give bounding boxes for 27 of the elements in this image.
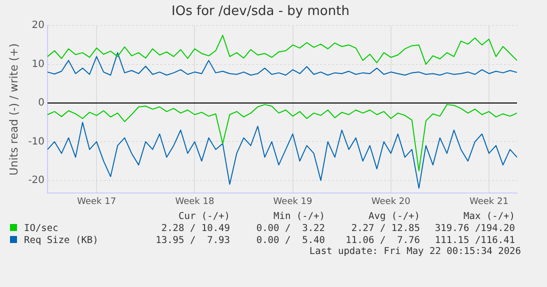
text: 13.95 / 7.93 [154, 234, 230, 246]
legend-label: IO/sec [23, 222, 60, 234]
text: Min (-/+) [272, 210, 325, 222]
text: 2.27 / 12.85 [350, 222, 420, 234]
x-tick-label: Week 19 [273, 196, 313, 207]
y-tick-label: -20 [28, 175, 45, 186]
text: Cur (-/+) [178, 210, 230, 222]
x-tick-label: Week 20 [371, 196, 411, 207]
y-tick-label: -10 [28, 136, 45, 148]
text: 0.00 / 5.40 [255, 234, 325, 246]
x-tick-label: Week 21 [469, 196, 508, 207]
chart-title: IOs for /dev/sda - by month [172, 4, 350, 20]
text: 0.00 / 3.22 [255, 222, 325, 234]
x-tick-label: Week 17 [77, 196, 116, 207]
text: Max (-/+) [462, 210, 515, 222]
text: 11.06 / 7.76 [344, 234, 420, 246]
y-axis-title: Units read (-) / write (+) [7, 43, 20, 176]
y-tick-label: 0 [38, 98, 45, 109]
text: 2.28 / 10.49 [160, 222, 230, 234]
text: 319.76 /194.20 [434, 222, 515, 234]
text: Last update: Fri May 22 00:15:34 2026 [308, 246, 521, 257]
text: Avg (-/+) [368, 210, 420, 222]
y-tick-label: 10 [32, 58, 45, 70]
x-tick-label: Week 18 [175, 196, 214, 207]
y-tick-label: 20 [32, 20, 45, 32]
legend-label: Req Size (KB) [23, 234, 100, 246]
text: 111.15 /116.41 [434, 234, 515, 246]
